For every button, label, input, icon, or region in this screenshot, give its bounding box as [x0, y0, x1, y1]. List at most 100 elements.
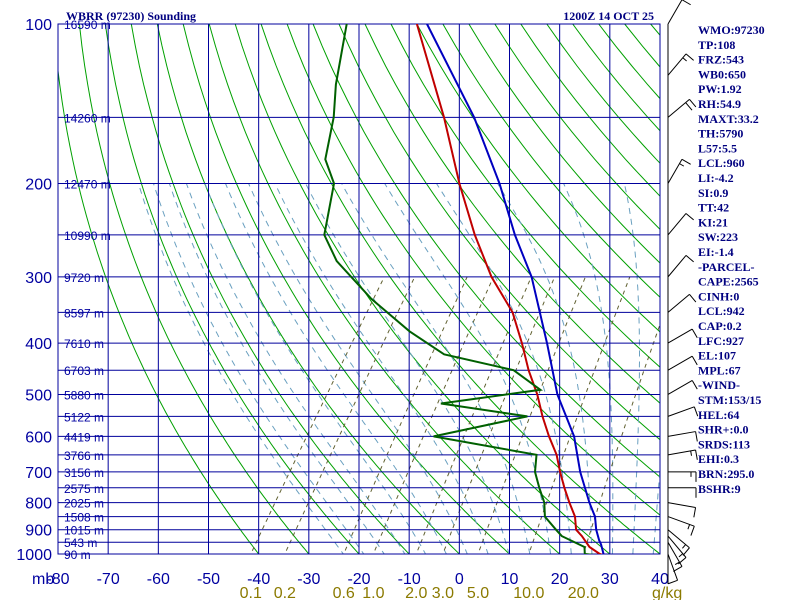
index-item: RH:54.9: [698, 97, 741, 111]
pressure-tick-label: 700: [25, 465, 52, 482]
index-item: EI:-1.4: [698, 245, 734, 259]
height-tick-label: 2025 m: [64, 497, 104, 511]
pressure-tick-label: 100: [25, 17, 52, 34]
dry-adiabat-line: [234, 24, 611, 554]
pressure-tick-label: 1000: [16, 547, 52, 564]
wind-barb-flag: [690, 525, 695, 536]
temperature-tick-label: -30: [297, 571, 320, 588]
dry-adiabat-line: [260, 24, 660, 554]
height-tick-label: 5122 m: [64, 410, 104, 424]
wind-barb-half-flag: [687, 524, 691, 530]
wind-barb-half-flag: [674, 561, 680, 566]
pressure-tick-label: 500: [25, 387, 52, 404]
indices-panel: WMO:97230TP:108FRZ:543WB0:650PW:1.92RH:5…: [698, 23, 765, 496]
wind-barb-staff: [667, 328, 693, 344]
wind-barb: [667, 516, 695, 536]
mixing-ratio-line: [582, 323, 660, 554]
mixing-ratio-tick-label: 3.0: [432, 585, 454, 600]
wind-barb: [667, 449, 698, 460]
mixing-ratio-tick-label: 0.1: [240, 585, 262, 600]
temperature-tick-label: -80: [46, 571, 69, 588]
wind-barb-half-flag: [682, 544, 687, 549]
index-item: LCL:960: [698, 156, 745, 170]
dry-adiabats: [58, 24, 660, 554]
height-tick-label: 12470 m: [64, 178, 111, 192]
dry-adiabat-line: [208, 24, 561, 554]
dry-adiabat-line: [442, 24, 660, 298]
index-item: L57:5.5: [698, 141, 737, 155]
wind-barb: [667, 380, 698, 395]
moist-adiabat-line: [248, 183, 468, 554]
wind-barb: [667, 355, 698, 371]
dry-adiabat-line: [286, 24, 660, 516]
isobars: [57, 23, 661, 555]
moist-adiabat-line: [623, 183, 640, 554]
wind-barb-staff: [667, 213, 687, 236]
height-tick-label: 4419 m: [64, 430, 104, 444]
index-item: BSHR:9: [698, 482, 741, 496]
wind-barb-flag: [695, 431, 698, 442]
chart-time: 1200Z 14 OCT 25: [563, 9, 654, 23]
wind-barb-staff: [667, 355, 693, 371]
moist-adiabats: [138, 183, 660, 554]
moist-adiabat-line: [168, 183, 385, 554]
wind-barb-flag: [685, 102, 693, 111]
index-item: TT:42: [698, 201, 729, 215]
index-item: FRZ:543: [698, 53, 744, 67]
profiles: [323, 24, 605, 554]
wind-barb-half-flag: [682, 57, 687, 62]
wind-barb: [667, 213, 694, 236]
mixing-ratio-line: [250, 276, 385, 554]
dry-adiabat-line: [58, 66, 260, 554]
wind-barb-staff: [667, 529, 690, 549]
height-tick-label: 7610 m: [64, 337, 104, 351]
height-tick-label: 14260 m: [64, 111, 111, 125]
dry-adiabat-line: [78, 24, 310, 554]
wind-barb-half-flag: [678, 553, 684, 558]
wind-barb-flag: [678, 557, 687, 565]
mixing-ratio-unit-label: g/kg: [652, 585, 682, 600]
moist-adiabat-line: [436, 183, 572, 554]
wind-barb-staff: [667, 502, 696, 508]
mixing-ratio-tick-label: 0.6: [333, 585, 355, 600]
index-item: SW:223: [698, 230, 738, 244]
mixing-ratio-tick-label: 1.0: [362, 585, 384, 600]
mixing-ratio-line: [343, 276, 468, 554]
height-tick-label: 6703 m: [64, 364, 104, 378]
wind-barb-flag: [693, 507, 697, 518]
mixing-ratio-tick-label: 20.0: [568, 585, 599, 600]
temperature-tick-label: -70: [97, 571, 120, 588]
moist-adiabat-line: [563, 183, 614, 554]
wind-barb: [667, 53, 694, 76]
index-item: LCL:942: [698, 304, 745, 318]
height-tick-label: 5880 m: [64, 388, 104, 402]
wind-barb-flag: [682, 547, 690, 556]
index-item: MPL:67: [698, 363, 741, 377]
plot-frame: [57, 23, 661, 555]
height-tick-label: 543 m: [64, 536, 97, 550]
wind-barb-staff: [667, 255, 687, 278]
wind-barb: [668, 471, 697, 482]
mixing-ratio-line: [284, 276, 416, 554]
height-tick-label: 9720 m: [64, 271, 104, 285]
wind-barb-staff: [667, 293, 690, 313]
index-item: KI:21: [698, 215, 728, 229]
index-item: TP:108: [698, 38, 735, 52]
temperature-tick-label: 10: [501, 571, 519, 588]
height-tick-label: 3766 m: [64, 449, 104, 463]
wind-barb-flag: [695, 449, 698, 460]
temperature-tick-label: 30: [601, 571, 619, 588]
index-item: CINH:0: [698, 289, 739, 303]
wind-barb-flag: [691, 380, 698, 390]
dry-adiabat-line: [104, 24, 360, 554]
index-item: CAPE:2565: [698, 275, 759, 289]
height-tick-label: 10990 m: [64, 229, 111, 243]
parcel-profile-line: [426, 24, 605, 554]
temperature-tick-label: -40: [247, 571, 270, 588]
wind-barb: [668, 487, 697, 498]
temperature-tick-label: 0: [455, 571, 464, 588]
pressure-unit-label: mb: [32, 571, 54, 588]
moist-adiabat-line: [153, 183, 365, 554]
wind-barb: [667, 502, 697, 518]
